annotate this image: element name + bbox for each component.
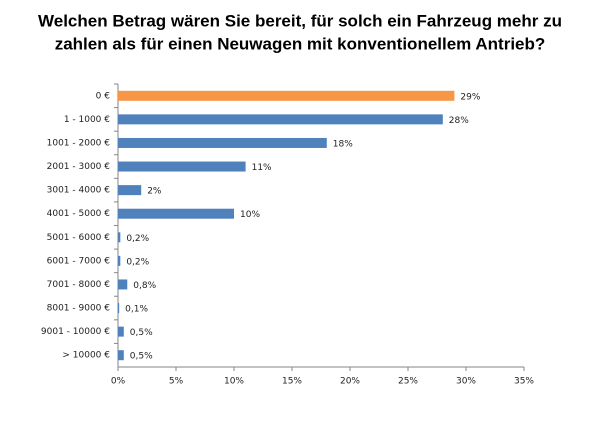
- chart-title: zahlen als für einen Neuwagen mit konven…: [55, 34, 546, 53]
- value-label: 0,5%: [130, 328, 153, 338]
- value-label: 0,5%: [130, 352, 153, 362]
- y-tick-label: 9001 - 10000 €: [41, 327, 110, 337]
- value-label: 29%: [460, 92, 480, 102]
- bar: [118, 185, 142, 196]
- bar: [118, 137, 327, 148]
- value-label: 0,2%: [126, 234, 149, 244]
- y-tick-label: 1001 - 2000 €: [47, 138, 111, 148]
- bar: [118, 90, 455, 101]
- bar: [118, 232, 121, 243]
- x-tick-label: 10%: [224, 377, 244, 387]
- bar: [118, 208, 234, 219]
- y-tick-label: 5001 - 6000 €: [47, 233, 111, 243]
- bar: [118, 303, 120, 314]
- y-tick-label: 0 €: [96, 91, 111, 101]
- bar: [118, 350, 124, 361]
- x-tick-label: 30%: [456, 377, 476, 387]
- x-tick-label: 5%: [169, 377, 184, 387]
- y-tick-label: 1 - 1000 €: [64, 115, 110, 125]
- bar: [118, 114, 443, 125]
- x-tick-label: 15%: [282, 377, 302, 387]
- value-label: 10%: [240, 210, 260, 220]
- x-tick-label: 20%: [340, 377, 360, 387]
- x-tick-label: 35%: [514, 377, 534, 387]
- value-label: 0,8%: [133, 281, 156, 291]
- value-label: 11%: [252, 163, 272, 173]
- x-tick-label: 25%: [398, 377, 418, 387]
- y-tick-label: 3001 - 4000 €: [47, 186, 111, 196]
- value-label: 28%: [449, 116, 469, 126]
- y-tick-label: 6001 - 7000 €: [47, 256, 111, 266]
- y-tick-label: 8001 - 9000 €: [47, 304, 111, 314]
- value-label: 0,2%: [126, 257, 149, 267]
- value-label: 18%: [333, 139, 353, 149]
- value-label: 2%: [147, 187, 162, 197]
- y-tick-label: > 10000 €: [62, 351, 110, 361]
- bar: [118, 279, 128, 290]
- y-tick-label: 7001 - 8000 €: [47, 280, 111, 290]
- bar: [118, 326, 124, 337]
- y-tick-label: 2001 - 3000 €: [47, 162, 111, 172]
- chart-title: Welchen Betrag wären Sie bereit, für sol…: [38, 11, 562, 30]
- value-label: 0,1%: [125, 305, 148, 315]
- y-tick-label: 4001 - 5000 €: [47, 209, 111, 219]
- bar: [118, 161, 246, 172]
- x-tick-label: 0%: [111, 377, 126, 387]
- bar: [118, 255, 121, 266]
